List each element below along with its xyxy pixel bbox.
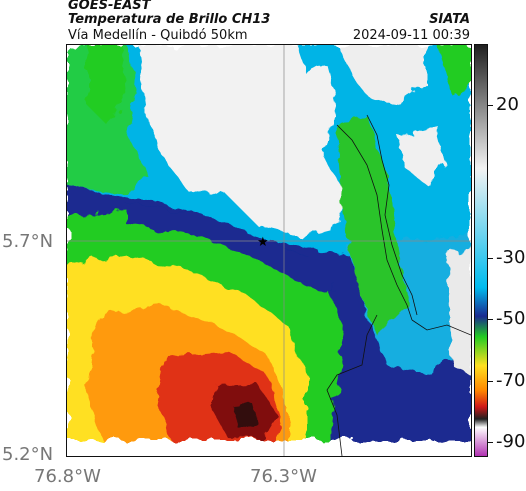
brightness-temperature-field: ★ [67,45,471,456]
route-caption: Vía Medellín - Quibdó 50km [68,28,248,43]
colorbar-tick [487,441,493,443]
colorbar-tick-label: -50 [496,308,526,330]
colorbar-tick [487,258,493,260]
lat-label: 5.7°N [2,231,54,252]
colorbar-tick [487,319,493,321]
colorbar-tick-label: -90 [496,430,526,452]
satellite-map: ★ [66,44,472,457]
colorbar-tick-label: -30 [496,247,526,269]
star-marker: ★ [257,235,269,250]
lat-label: 5.2°N [2,444,54,465]
colorbar-tick [487,105,493,107]
temperature-colorbar [474,44,488,457]
colorbar-tick [487,380,493,382]
lon-label: 76.3°W [250,466,317,487]
product-title: GOES-EAST [68,0,151,13]
colorbar-tick-label: -70 [496,369,526,391]
timestamp: 2024-09-11 00:39 [352,28,470,43]
colorbar-tick-label: 20 [496,94,519,116]
lon-label: 76.8°W [34,466,101,487]
credit-label: SIATA [429,12,470,27]
product-subtitle: Temperatura de Brillo CH13 [68,12,271,27]
